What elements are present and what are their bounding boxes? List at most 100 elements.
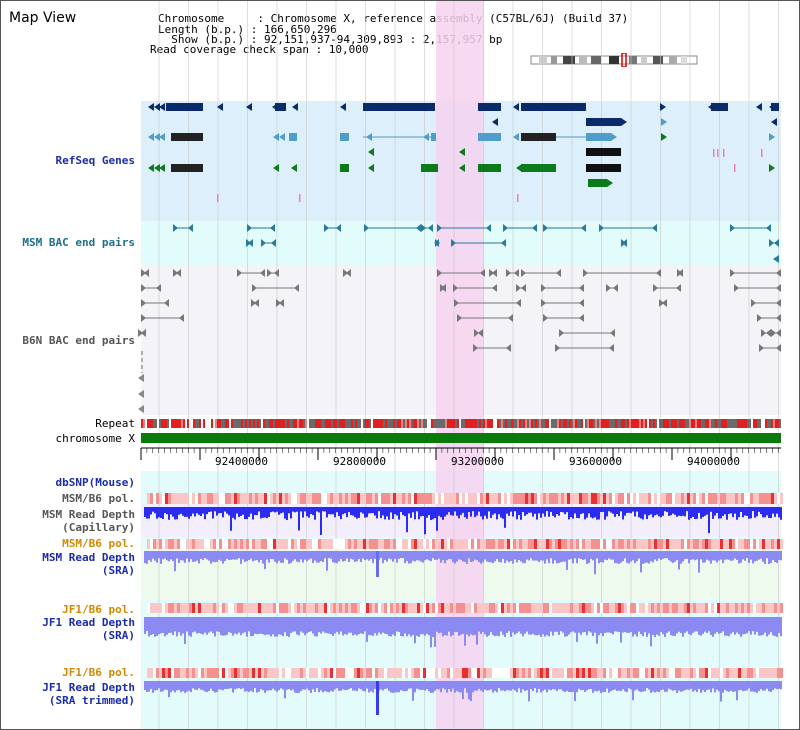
polymorphism-cell — [453, 668, 456, 678]
depth-bar — [688, 617, 690, 635]
depth-bar — [546, 507, 548, 512]
repeat-segment — [465, 419, 467, 428]
polymorphism-cell — [198, 668, 201, 678]
depth-bar — [350, 681, 352, 689]
depth-bar — [376, 507, 378, 519]
chromosome-ideogram[interactable] — [529, 53, 701, 67]
polymorphism-cell — [732, 603, 735, 613]
depth-bar — [186, 551, 188, 559]
bac-end — [173, 224, 178, 232]
polymorphism-cell — [273, 493, 276, 504]
depth-bar — [322, 551, 324, 563]
depth-bar — [228, 617, 230, 632]
bac-end — [343, 269, 348, 277]
depth-bar — [312, 551, 314, 564]
depth-bar — [514, 617, 516, 635]
polymorphism-cell — [537, 668, 540, 678]
depth-bar — [770, 617, 772, 633]
polymorphism-cell — [291, 539, 294, 549]
depth-bar — [636, 507, 638, 512]
depth-bar — [666, 507, 668, 513]
depth-bar — [494, 681, 496, 691]
polymorphism-cell — [288, 493, 291, 504]
polymorphism-cell — [450, 603, 453, 613]
depth-bar — [276, 617, 278, 637]
depth-bar — [388, 551, 390, 559]
bac-end — [766, 329, 771, 337]
track-label-msm-bac[interactable]: MSM BAC end pairs — [22, 236, 135, 249]
polymorphism-cell — [309, 539, 312, 549]
polymorphism-cell — [543, 668, 546, 678]
depth-bar — [482, 507, 484, 520]
polymorphism-cell — [429, 539, 432, 549]
depth-bar — [206, 507, 208, 515]
track-label-refseq[interactable]: RefSeq Genes — [55, 154, 135, 167]
depth-bar — [478, 551, 480, 563]
depth-bar — [552, 681, 554, 690]
depth-bar — [226, 617, 228, 635]
repeat-segment — [671, 419, 673, 428]
depth-bar — [232, 617, 234, 636]
polymorphism-cell — [195, 493, 198, 504]
depth-bar — [150, 681, 152, 689]
depth-bar — [346, 551, 348, 559]
polymorphism-cell — [690, 539, 693, 549]
depth-bar — [222, 551, 224, 564]
bac-end — [138, 374, 144, 382]
polymorphism-cell — [498, 668, 501, 678]
depth-bar — [484, 617, 486, 635]
depth-bar — [464, 551, 466, 562]
gene-arrow — [661, 118, 667, 126]
depth-bar — [558, 551, 560, 563]
polymorphism-cell — [774, 493, 777, 504]
polymorphism-cell — [552, 603, 555, 613]
depth-bar — [234, 617, 236, 634]
depth-bar — [254, 617, 256, 634]
depth-bar — [640, 617, 642, 635]
polymorphism-cell — [582, 668, 585, 678]
polymorphism-cell — [210, 539, 213, 549]
polymorphism-cell — [531, 603, 534, 613]
depth-bar — [498, 681, 500, 689]
polymorphism-cell — [204, 539, 207, 549]
track-label-b6n-bac[interactable]: B6N BAC end pairs — [22, 334, 135, 347]
depth-bar — [278, 617, 280, 635]
polymorphism-cell — [687, 668, 690, 678]
polymorphism-cell — [756, 493, 759, 504]
polymorphism-cell — [636, 539, 639, 549]
polymorphism-cell — [159, 603, 162, 613]
depth-bar — [562, 551, 564, 562]
polymorphism-cell — [555, 493, 558, 504]
repeat-segment — [229, 419, 231, 428]
depth-bar — [772, 551, 774, 560]
polymorphism-cell — [651, 539, 654, 549]
depth-bar — [208, 551, 210, 561]
depth-bar — [774, 507, 776, 517]
polymorphism-cell — [672, 668, 675, 678]
depth-bar — [196, 617, 198, 634]
polymorphism-cell — [384, 493, 387, 504]
repeat-segment — [147, 419, 149, 428]
polymorphism-cell — [243, 668, 246, 678]
depth-bar — [144, 617, 146, 634]
depth-bar — [512, 551, 514, 564]
depth-bar — [362, 551, 364, 559]
polymorphism-cell — [510, 668, 513, 678]
repeat-segment — [199, 419, 201, 428]
depth-bar — [564, 507, 566, 515]
bac-end — [774, 239, 779, 247]
polymorphism-cell — [675, 493, 678, 504]
depth-bar — [386, 681, 388, 689]
depth-bar — [618, 681, 620, 691]
depth-bar — [424, 681, 426, 691]
depth-bar — [348, 617, 350, 633]
repeat-segment — [319, 419, 321, 428]
polymorphism-cell — [486, 539, 489, 549]
depth-bar — [318, 681, 320, 693]
depth-bar — [160, 617, 162, 634]
axis-tick-label: 92800000 — [333, 455, 386, 468]
depth-bar — [688, 507, 690, 520]
track-label-dbsnp[interactable]: dbSNP(Mouse) — [55, 476, 135, 489]
depth-bar — [444, 507, 446, 517]
